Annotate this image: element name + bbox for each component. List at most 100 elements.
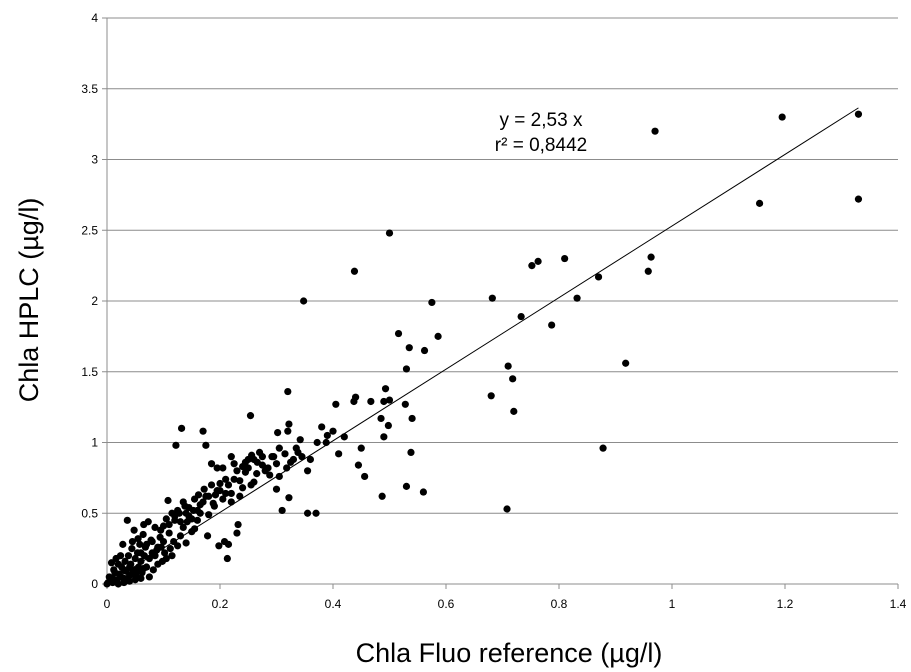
data-point	[107, 559, 116, 567]
data-point	[318, 423, 326, 431]
data-point	[599, 444, 607, 452]
data-point	[137, 574, 145, 582]
data-point	[647, 253, 655, 261]
data-point	[361, 472, 369, 481]
gridlines	[107, 17, 898, 514]
data-point	[306, 455, 314, 464]
data-point	[165, 520, 173, 529]
data-point	[128, 537, 137, 546]
x-tick-label-5: 1	[669, 597, 676, 611]
x-tick-label-0: 0	[104, 597, 111, 611]
data-point	[162, 515, 170, 523]
data-point	[528, 262, 536, 270]
data-point	[224, 481, 233, 489]
data-point	[350, 397, 358, 406]
data-point	[123, 516, 131, 524]
data-point	[137, 549, 145, 557]
data-point	[185, 503, 193, 512]
data-point	[357, 444, 365, 452]
data-point	[176, 532, 185, 540]
data-point	[239, 484, 247, 492]
data-point	[227, 453, 235, 461]
x-axis-title: Chla Fluo reference (µg/l)	[356, 638, 663, 668]
data-point	[622, 359, 630, 367]
data-point	[230, 475, 238, 483]
data-point	[139, 530, 147, 539]
data-point	[193, 516, 201, 524]
r-squared-label: r² = 0,8442	[495, 135, 587, 156]
x-tick-label-3: 0.6	[438, 597, 455, 611]
data-point	[244, 464, 252, 472]
data-point	[171, 512, 179, 520]
data-points	[103, 110, 863, 588]
y-tick-label-0: 0	[91, 577, 98, 591]
data-point	[517, 312, 525, 321]
data-point	[296, 436, 304, 444]
data-point	[112, 554, 120, 563]
data-point	[292, 444, 300, 452]
x-tick-label-7: 1.4	[890, 597, 907, 611]
data-point	[199, 427, 207, 435]
data-point	[504, 362, 512, 370]
data-point	[281, 450, 289, 458]
data-point	[303, 467, 312, 475]
data-point	[202, 441, 210, 449]
data-point	[573, 294, 581, 302]
y-tick-label-6: 3	[91, 153, 98, 167]
data-point	[488, 294, 496, 302]
data-point	[110, 566, 118, 574]
x-tick-label-2: 0.4	[325, 597, 342, 611]
data-point	[377, 414, 385, 423]
data-point	[284, 427, 292, 435]
data-point	[854, 195, 863, 203]
data-point	[124, 552, 133, 560]
data-point	[778, 113, 786, 121]
data-point	[121, 557, 129, 565]
data-point	[285, 420, 293, 428]
data-point	[510, 407, 518, 415]
data-point	[117, 573, 125, 581]
data-point	[140, 564, 148, 573]
data-point	[247, 481, 255, 489]
data-point	[207, 481, 216, 489]
data-point	[157, 526, 165, 534]
data-point	[266, 471, 274, 479]
data-point	[154, 543, 162, 551]
y-tick-label-7: 3.5	[81, 82, 98, 96]
data-point	[145, 573, 153, 581]
data-point	[179, 498, 187, 506]
data-point	[285, 494, 293, 502]
data-point	[120, 578, 128, 587]
data-point	[284, 387, 292, 396]
data-point	[428, 298, 436, 307]
data-point	[272, 460, 281, 468]
data-point	[203, 532, 212, 540]
data-point	[105, 573, 113, 581]
data-point	[210, 502, 218, 510]
data-point	[283, 464, 291, 472]
x-tick-label-6: 1.2	[777, 597, 794, 611]
y-tick-label-5: 2.5	[81, 223, 98, 237]
data-point	[219, 495, 227, 503]
data-point	[130, 526, 138, 534]
y-tick-label-4: 2	[91, 294, 98, 308]
data-point	[151, 552, 159, 560]
data-point	[109, 578, 117, 587]
data-point	[272, 485, 281, 493]
data-point	[644, 267, 652, 275]
data-point	[227, 489, 235, 498]
data-point	[134, 567, 142, 575]
data-point	[313, 438, 321, 447]
data-point	[323, 431, 331, 440]
data-point	[154, 560, 162, 568]
data-point	[250, 455, 258, 464]
data-point	[335, 450, 343, 458]
data-point	[312, 509, 320, 517]
y-tick-label-2: 1	[91, 436, 98, 450]
data-point	[216, 487, 224, 495]
data-point	[236, 492, 244, 500]
data-point	[220, 537, 229, 546]
data-point	[854, 110, 863, 118]
data-point	[223, 554, 231, 563]
data-point	[487, 392, 495, 400]
